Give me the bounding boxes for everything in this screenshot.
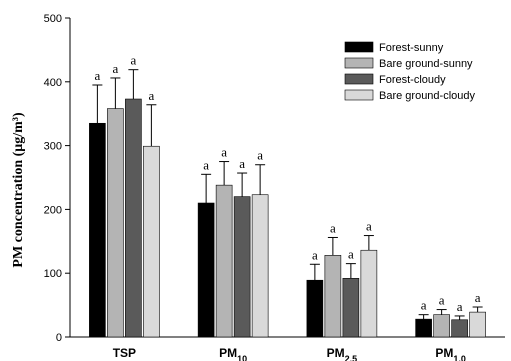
bar [215,184,233,338]
significance-label: a [239,156,245,171]
significance-label: a [457,299,463,314]
y-tick-label: 400 [44,77,62,89]
legend-label: Bare ground-sunny [379,58,473,70]
legend: Forest-sunny Bare ground-sunny Forest-clou… [344,41,476,102]
legend-swatch [344,73,374,85]
significance-label: a [312,247,318,262]
significance-label: a [475,290,481,305]
y-tick-label: 500 [44,13,62,25]
x-tick-label: TSP [113,346,136,360]
bar [197,202,215,338]
y-tick-label: 0 [56,332,62,344]
bar [89,122,106,338]
legend-label: Forest-cloudy [379,74,446,86]
legend-label: Bare ground-cloudy [379,90,476,102]
legend-swatch [344,41,374,53]
legend-swatch [344,89,374,101]
y-axis-label: PM concentration (μg/m³) [11,112,26,268]
bar [469,311,486,338]
significance-label: a [348,247,354,262]
significance-label: a [148,88,154,103]
significance-label: a [439,293,445,308]
bar [451,319,468,338]
axes: 0 100 200 300 400 500 TSP PM10 PM2.5 PM1.0 [44,13,505,361]
bar [251,194,269,338]
bar [360,249,378,338]
significance-label: a [330,220,336,235]
significance-label: a [112,61,118,76]
bar [306,279,324,338]
legend-label: Forest-sunny [379,42,444,54]
y-tick-label: 200 [44,204,62,216]
bar [107,108,124,338]
bar [324,255,342,338]
x-tick-label: PM1.0 [435,346,466,361]
bar [125,98,142,338]
significance-label: a [366,219,372,234]
bar [433,314,450,338]
significance-label: a [94,68,100,83]
y-tick-label: 300 [44,141,62,153]
x-tick-label: PM2.5 [327,346,358,361]
significance-label: a [257,148,263,163]
significance-label: a [203,157,209,172]
x-tick-label: PM10 [219,346,247,361]
significance-label: a [130,53,136,68]
y-tick-label: 100 [44,268,62,280]
bar [415,318,432,338]
bar [233,196,251,338]
bar [342,278,360,338]
significance-label: a [221,145,227,160]
legend-swatch [344,57,374,69]
bar [143,145,160,338]
significance-label: a [421,298,427,313]
